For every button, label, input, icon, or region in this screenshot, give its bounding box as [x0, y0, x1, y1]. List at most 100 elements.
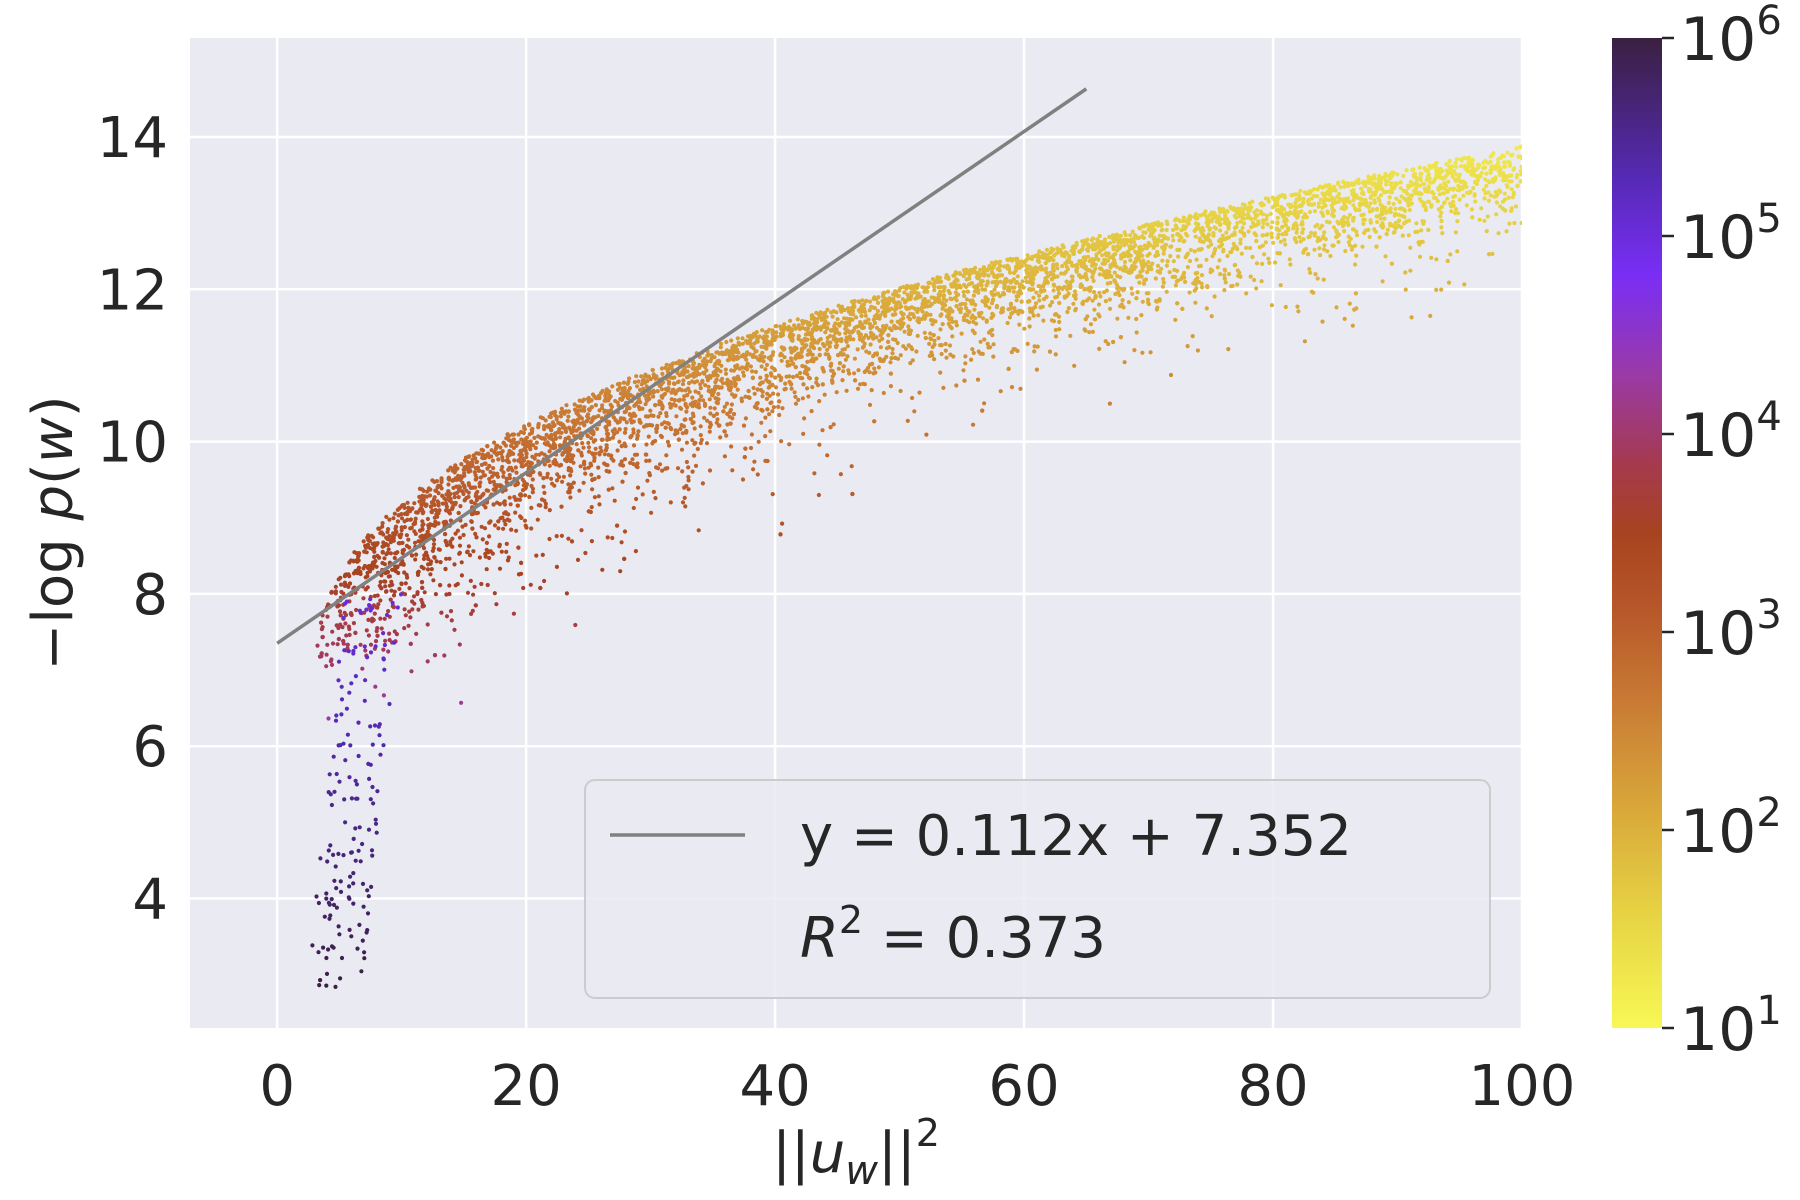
scatter-point	[1383, 254, 1388, 259]
scatter-point	[449, 507, 455, 512]
scatter-point	[1398, 186, 1403, 191]
scatter-point	[562, 450, 567, 455]
scatter-point	[1197, 236, 1202, 241]
scatter-point	[1366, 180, 1371, 185]
scatter-point	[1012, 305, 1017, 311]
scatter-point	[561, 474, 567, 479]
scatter-point	[1354, 253, 1359, 258]
scatter-point	[591, 439, 596, 444]
scatter-point	[1321, 213, 1326, 218]
scatter-point	[1238, 206, 1244, 211]
scatter-point	[740, 336, 745, 341]
scatter-point	[502, 502, 507, 507]
scatter-point	[634, 452, 640, 457]
scatter-point	[1115, 233, 1121, 238]
scatter-point	[718, 435, 723, 440]
scatter-point	[1292, 212, 1297, 217]
scatter-point	[1018, 264, 1024, 269]
scatter-point	[699, 437, 704, 442]
scatter-point	[453, 583, 458, 588]
scatter-point	[793, 326, 798, 331]
scatter-point	[829, 378, 835, 383]
scatter-point	[1244, 245, 1249, 250]
scatter-point	[639, 374, 644, 379]
scatter-point	[578, 421, 583, 426]
scatter-point	[1459, 158, 1464, 163]
scatter-point	[851, 337, 856, 342]
scatter-point	[1283, 304, 1288, 310]
scatter-point	[391, 593, 397, 598]
scatter-point	[1351, 198, 1356, 203]
scatter-point	[1055, 266, 1060, 271]
scatter-point	[616, 382, 622, 387]
scatter-point	[383, 584, 388, 589]
scatter-point	[1418, 175, 1423, 180]
scatter-point	[593, 446, 598, 451]
scatter-point	[843, 357, 848, 362]
scatter-point	[549, 476, 554, 481]
scatter-point	[707, 397, 712, 402]
scatter-point	[1310, 202, 1315, 207]
scatter-point	[1476, 162, 1481, 167]
scatter-point	[988, 345, 993, 350]
scatter-point	[566, 536, 571, 541]
scatter-point	[1087, 330, 1092, 335]
scatter-point	[1452, 168, 1457, 174]
scatter-point	[1408, 193, 1413, 198]
scatter-point	[680, 431, 685, 436]
scatter-point	[740, 341, 746, 346]
scatter-point	[402, 626, 407, 631]
scatter-point	[906, 324, 911, 329]
scatter-point	[1269, 235, 1274, 240]
scatter-point	[433, 519, 438, 524]
scatter-point	[722, 454, 728, 459]
scatter-point	[534, 553, 539, 558]
scatter-point	[1082, 287, 1087, 292]
scatter-point	[948, 352, 953, 357]
scatter-point	[589, 436, 594, 441]
scatter-point	[1391, 201, 1396, 207]
scatter-point	[387, 533, 392, 539]
scatter-point	[1038, 305, 1043, 310]
scatter-point	[950, 319, 955, 324]
scatter-point	[644, 458, 649, 463]
scatter-point	[1275, 221, 1280, 226]
scatter-point	[754, 349, 759, 354]
scatter-point	[492, 523, 498, 528]
scatter-point	[706, 384, 711, 389]
scatter-point	[682, 495, 687, 500]
scatter-point	[490, 458, 495, 463]
scatter-point	[367, 545, 373, 551]
scatter-point	[759, 420, 764, 425]
scatter-point	[939, 351, 944, 357]
scatter-point	[380, 549, 385, 555]
scatter-point	[519, 460, 524, 465]
scatter-point	[1142, 263, 1147, 268]
scatter-point	[609, 404, 615, 409]
scatter-point	[1317, 246, 1322, 251]
scatter-point	[1471, 186, 1476, 191]
scatter-point	[798, 375, 803, 380]
scatter-point	[772, 336, 777, 341]
scatter-point	[1457, 172, 1462, 177]
scatter-point	[672, 381, 677, 386]
scatter-point	[861, 344, 866, 349]
scatter-point	[483, 453, 489, 458]
scatter-point	[659, 366, 665, 371]
scatter-point	[1366, 189, 1372, 194]
scatter-point	[627, 376, 632, 381]
scatter-point	[637, 407, 642, 412]
scatter-point	[779, 352, 785, 357]
scatter-point	[768, 400, 773, 406]
scatter-point	[1209, 242, 1214, 247]
scatter-point	[1507, 179, 1512, 184]
scatter-point	[1226, 347, 1231, 352]
scatter-point	[559, 533, 565, 538]
scatter-point	[940, 322, 945, 327]
scatter-point	[524, 455, 529, 460]
scatter-point	[462, 498, 467, 503]
scatter-point	[448, 609, 454, 614]
scatter-point	[478, 480, 483, 485]
scatter-point	[1347, 212, 1353, 217]
scatter-point	[1439, 210, 1444, 215]
